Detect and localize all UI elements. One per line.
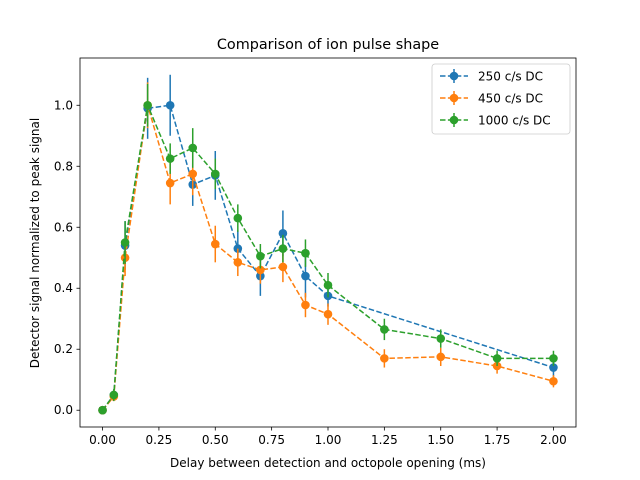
legend-label: 450 c/s DC [478,92,543,106]
data-point [188,143,198,153]
data-point [278,229,288,238]
series-line [101,105,554,411]
y-tick-label: 0.6 [54,220,73,234]
data-point [549,354,558,363]
data-point [233,213,243,223]
data-point [98,405,107,415]
y-tick-label: 0.4 [54,281,73,295]
data-point [188,169,198,179]
data-point [210,169,220,179]
data-point [323,280,333,290]
data-point [165,100,175,110]
x-tick-label: 1.50 [427,433,454,447]
legend-entry: 450 c/s DC [440,91,543,106]
x-tick-label: 0.25 [146,433,173,447]
x-tick-label: 2.00 [540,433,567,447]
legend: 250 c/s DC 450 c/s DC 1000 c/s DC [431,63,571,135]
data-point [233,258,243,267]
data-point [301,248,310,258]
series-line [101,102,554,411]
legend-entry: 1000 c/s DC [440,113,551,128]
x-tick-label: 0.75 [258,433,285,447]
x-tick-label: 1.25 [371,433,398,447]
legend-marker [449,115,459,125]
y-tick-label: 0.2 [54,342,73,356]
x-tick-label: 0.50 [202,433,229,447]
data-point [323,309,333,319]
data-point [549,376,558,386]
data-point [278,244,288,253]
legend-box [431,63,571,135]
x-axis-label: Delay between detection and octopole ope… [170,456,486,470]
data-point [143,100,152,110]
data-point [210,239,220,249]
data-point [436,334,446,343]
data-point [120,238,130,247]
y-axis-label: Detector signal normalized to peak signa… [28,118,42,368]
x-tick-label: 0.00 [89,433,116,447]
data-point [256,251,265,261]
series-2 [98,83,558,415]
y-tick-label: 1.0 [54,98,73,112]
plot-area: 0.00 0.25 0.50 0.75 1.00 1.25 1.50 1.75 2.00 0.0 0… [54,57,577,447]
data-point [301,271,310,281]
data-point [165,154,175,163]
data-point [165,178,175,188]
data-point [278,262,288,272]
data-point [256,265,265,275]
data-point [301,300,310,310]
x-tick-label: 1.00 [315,433,342,447]
y-tick-label: 0.0 [54,403,73,417]
data-point [492,354,502,363]
legend-marker [449,93,459,103]
legend-entry: 250 c/s DC [440,69,543,84]
legend-marker [449,71,459,81]
data-point [380,354,389,363]
legend-label: 250 c/s DC [478,70,543,84]
data-point [109,390,119,400]
x-tick-label: 1.75 [484,433,511,447]
chart-title: Comparison of ion pulse shape [217,37,439,53]
data-point [492,361,502,371]
data-point [549,363,558,372]
y-tick-label: 0.8 [54,159,73,173]
data-point [380,325,389,334]
legend-label: 1000 c/s DC [478,114,551,128]
data-point [436,352,446,362]
